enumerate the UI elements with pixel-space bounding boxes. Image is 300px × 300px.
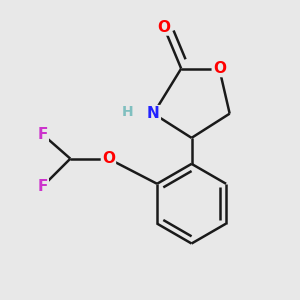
Text: O: O (102, 151, 115, 166)
Text: H: H (122, 105, 133, 119)
Text: F: F (38, 127, 48, 142)
Text: O: O (158, 20, 170, 34)
Text: F: F (38, 179, 48, 194)
Text: N: N (147, 106, 160, 121)
Text: O: O (213, 61, 226, 76)
